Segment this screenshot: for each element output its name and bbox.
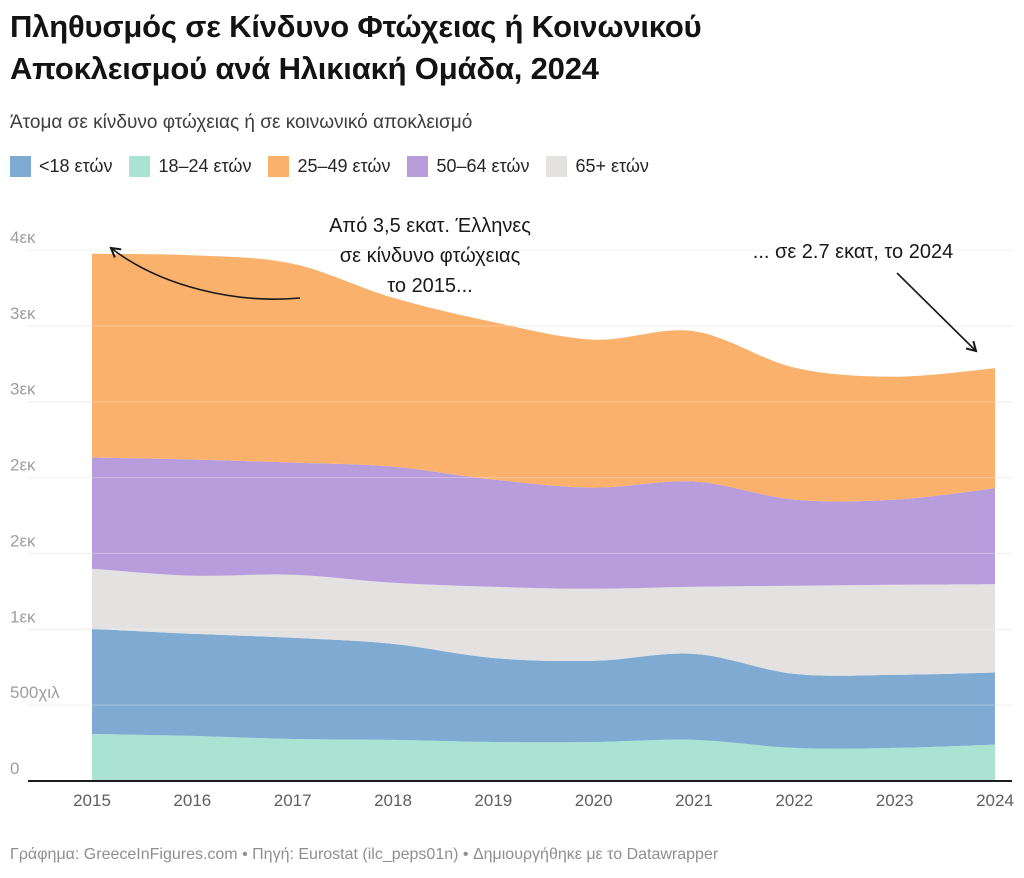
y-tick-label: 0 — [10, 759, 19, 778]
legend-swatch-under-18 — [10, 156, 31, 177]
x-tick-label: 2017 — [274, 791, 312, 810]
legend-label: 65+ ετών — [575, 156, 649, 176]
area-18-24[interactable] — [92, 734, 995, 781]
annotation-text-anno-2015: το 2015... — [387, 275, 472, 297]
legend-item-under-18: <18 ετών — [10, 156, 112, 177]
x-tick-label: 2024 — [976, 791, 1014, 810]
annotation-text-anno-2024: ... σε 2.7 εκατ, το 2024 — [753, 241, 953, 263]
y-tick-label: 4εκ — [10, 228, 36, 247]
legend-label: 18–24 ετών — [158, 156, 252, 176]
legend-item-50-64: 50–64 ετών — [407, 156, 529, 177]
legend-label: 25–49 ετών — [297, 156, 391, 176]
x-tick-label: 2016 — [173, 791, 211, 810]
x-tick-label: 2023 — [876, 791, 914, 810]
y-tick-label: 3εκ — [10, 380, 36, 399]
legend-item-18-24: 18–24 ετών — [129, 156, 251, 177]
x-tick-label: 2021 — [675, 791, 713, 810]
area-65-plus[interactable] — [92, 568, 995, 676]
legend-item-65-plus: 65+ ετών — [546, 156, 649, 177]
y-tick-label: 2εκ — [10, 456, 36, 475]
annotation-text-anno-2015: σε κίνδυνο φτώχειας — [340, 245, 521, 267]
legend: <18 ετών 18–24 ετών 25–49 ετών 50–64 ετώ… — [10, 156, 649, 177]
y-tick-label: 2εκ — [10, 531, 36, 550]
legend-item-25-49: 25–49 ετών — [268, 156, 390, 177]
annotation-arrow-anno-2024 — [896, 272, 978, 353]
legend-label: 50–64 ετών — [436, 156, 530, 176]
x-tick-label: 2018 — [374, 791, 412, 810]
chart-title: Πληθυσμός σε Κίνδυνο Φτώχειας ή Κοινωνικ… — [10, 6, 702, 90]
area-under-18[interactable] — [92, 628, 995, 749]
area-25-49[interactable] — [92, 253, 995, 502]
x-tick-label: 2015 — [73, 791, 111, 810]
legend-swatch-65-plus — [546, 156, 568, 177]
y-tick-label: 3εκ — [10, 304, 36, 323]
legend-swatch-18-24 — [129, 156, 151, 177]
legend-swatch-25-49 — [268, 156, 290, 177]
x-tick-label: 2019 — [474, 791, 512, 810]
x-tick-label: 2022 — [775, 791, 813, 810]
area-50-64[interactable] — [92, 457, 995, 589]
legend-label: <18 ετών — [39, 156, 113, 176]
y-tick-label: 500χιλ — [10, 683, 60, 702]
x-tick-label: 2020 — [575, 791, 613, 810]
chart-svg: 0 500χιλ 1εκ 2εκ 2εκ 3εκ 3εκ 4εκ 2015 2016 2017 201… — [10, 215, 1014, 810]
chart-subtitle: Άτομα σε κίνδυνο φτώχειας ή σε κοινωνικό… — [10, 112, 473, 133]
stacked-area-chart: 0 500χιλ 1εκ 2εκ 2εκ 3εκ 3εκ 4εκ 2015 2016 2017 201… — [0, 190, 1024, 822]
chart-title-line-2: Αποκλεισμού ανά Ηλικιακή Ομάδα, 2024 — [10, 51, 599, 86]
annotation-arrow-anno-2015 — [109, 246, 301, 300]
chart-credit: Γράφημα: GreeceInFigures.com • Πηγή: Eur… — [10, 846, 719, 863]
annotation-text-anno-2015: Από 3,5 εκατ. Έλληνες — [329, 215, 531, 237]
chart-title-line-1: Πληθυσμός σε Κίνδυνο Φτώχειας ή Κοινωνικ… — [10, 9, 702, 44]
legend-swatch-50-64 — [407, 156, 429, 177]
y-tick-label: 1εκ — [10, 607, 36, 626]
